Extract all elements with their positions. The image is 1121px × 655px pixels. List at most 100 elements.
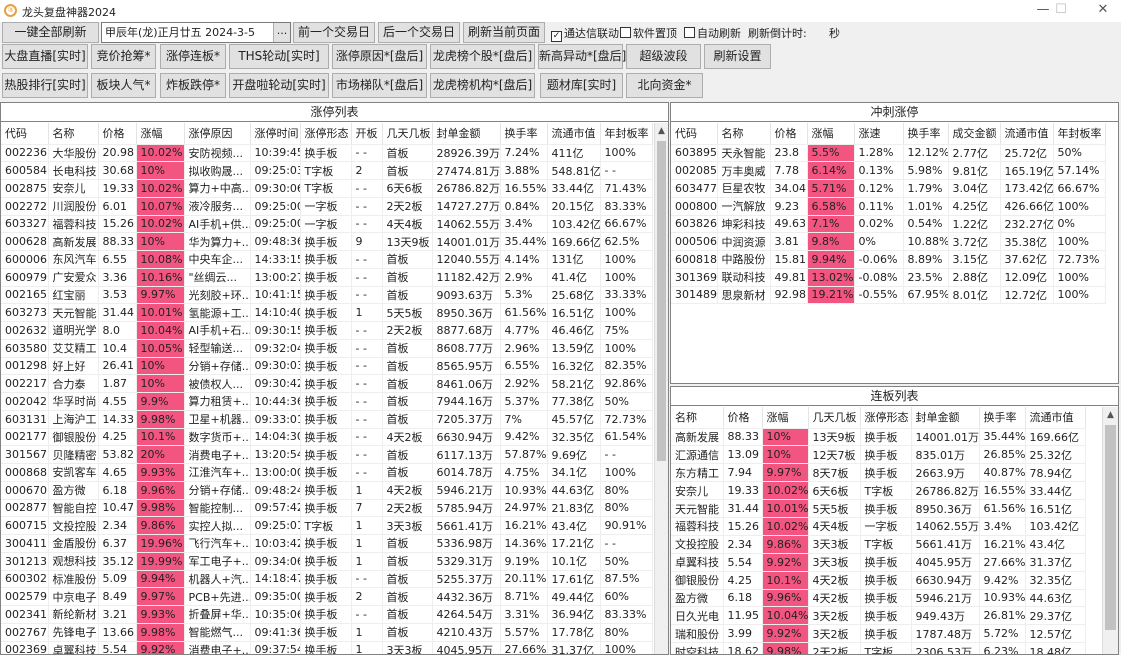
column-header[interactable]: 封单金额 (432, 123, 501, 145)
table-row[interactable]: 002341 新纶新材 3.21 9.93% 折叠屏+华... 10:35:06 换手板 - … (1, 605, 653, 624)
table-row[interactable]: 002632 道明光学 8.0 10.04% AI手机+石... 09:30:15 换手板 -… (1, 321, 653, 340)
nav-button-row2-0[interactable]: 大盘直播[实时] (2, 44, 88, 69)
column-header[interactable]: 价格 (98, 123, 137, 145)
column-header[interactable]: 名称 (671, 407, 724, 429)
table-row[interactable]: 600584 长电科技 30.68 10% 拟收购晟... 09:25:03 T字板 2 首板 2… (1, 161, 653, 180)
table-row[interactable]: 时空科技 18.62 9.98% 2天2板 T字板 2306.53万 6.23% 18.48亿 (671, 642, 1086, 654)
table-row[interactable]: 002579 中京电子 8.49 9.97% PCB+先进... 09:35:00 换手板 2… (1, 587, 653, 606)
scroll-up-icon[interactable]: ▲ (658, 126, 665, 136)
checkbox-auto-refresh[interactable]: 自动刷新 (684, 25, 741, 41)
nav-button-row2-3[interactable]: THS轮动[实时] (229, 44, 329, 69)
table-row[interactable]: 002877 智能自控 10.47 9.98% 智能控制... 09:57:42 换手板 7 2… (1, 499, 653, 518)
table-row[interactable]: 瑞和股份 3.99 9.92% 3天2板 换手板 1787.48万 5.72% 12.57亿 (671, 624, 1086, 644)
nav-button-row3-5[interactable]: 龙虎榜机构*[盘后] (430, 73, 535, 98)
column-header[interactable]: 价格 (770, 123, 808, 145)
scrollbar[interactable]: ▲ (654, 123, 668, 654)
minimize-icon[interactable]: — (1036, 2, 1050, 17)
column-header[interactable]: 涨幅 (807, 123, 855, 145)
table-row[interactable]: 卓翼科技 5.54 9.92% 3天3板 换手板 4045.95万 27.66% 31.37亿 (671, 553, 1086, 572)
column-header[interactable]: 成交金额 (948, 123, 1001, 145)
nav-button-row2-4[interactable]: 涨停原因*[盘后] (332, 44, 427, 69)
table-row[interactable]: 600979 广安爱众 3.36 10.16% "丝绸云... 13:00:27 换手板 - … (1, 268, 653, 287)
column-header[interactable]: 代码 (1, 123, 49, 145)
table-row[interactable]: 高新发展 88.33 10% 13天9板 换手板 14001.01万 35.44% 169.6… (671, 428, 1086, 447)
table-row[interactable]: 盈方微 6.18 9.96% 4天2板 换手板 5946.21万 10.93% 44.63亿 (671, 589, 1086, 608)
table-row[interactable]: 600302 标准股份 5.09 9.94% 机器人+汽... 14:18:47 换手板 - … (1, 570, 653, 589)
column-header[interactable]: 代码 (671, 123, 718, 145)
next-trading-day-button[interactable]: 后一个交易日 (378, 22, 460, 43)
column-header[interactable]: 涨停原因 (184, 123, 251, 145)
nav-button-row3-2[interactable]: 炸板跌停* (160, 73, 226, 98)
table-row[interactable]: 002217 合力泰 1.87 10% 被债权人... 09:30:42 换手板 - - 首板 8… (1, 374, 653, 393)
table-row[interactable]: 天元智能 31.44 10.01% 5天5板 换手板 8950.36万 61.56% 16.5… (671, 499, 1086, 518)
table-row[interactable]: 301213 观想科技 35.12 19.99% 军工电子+... 09:34:06 换手板… (1, 552, 653, 571)
table-row[interactable]: 安奈儿 19.33 10.02% 6天6板 T字板 26786.82万 16.55% 33.4… (671, 481, 1086, 501)
table-row[interactable]: 000628 高新发展 88.33 10% 华为算力+... 09:48:36 换手板 9 13… (1, 232, 653, 251)
column-header[interactable]: 涨速 (854, 123, 904, 145)
table-row[interactable]: 603131 上海沪工 14.33 9.98% 卫星+机器... 09:33:01 换手板 -… (1, 410, 653, 429)
table-row[interactable]: 301567 贝隆精密 53.82 20% 消费电子+... 13:20:54 换手板 - -… (1, 445, 653, 464)
table-row[interactable]: 000506 中润资源 3.81 9.8% 0% 10.88% 3.72亿 35.38亿 100… (671, 232, 1106, 251)
table-row[interactable]: 002042 华孚时尚 4.55 9.9% 算力租赁+... 10:44:36 换手板 - -… (1, 392, 653, 411)
column-header[interactable]: 流通市值 (547, 123, 601, 145)
column-header[interactable]: 名称 (717, 123, 771, 145)
table-row[interactable]: 001298 好上好 26.41 10% 分销+存储... 09:30:03 换手板 - -首… (1, 357, 653, 376)
table-row[interactable]: 603477 巨星农牧 34.04 5.71% 0.12% 1.79% 3.04亿 173.4… (671, 179, 1106, 198)
nav-button-row2-1[interactable]: 竞价抢筹* (91, 44, 156, 69)
table-row[interactable]: 002085 万丰奥威 7.78 6.14% 0.13% 5.98% 9.81亿 165.19… (671, 161, 1106, 180)
column-header[interactable]: 几天几板 (808, 407, 861, 429)
table-row[interactable]: 603580 艾艾精工 10.4 10.05% 轻型输送... 09:32:04 换手板 - … (1, 339, 653, 358)
table-row[interactable]: 603895 天永智能 23.8 5.5% 1.28% 12.12% 2.77亿 25.72亿… (671, 144, 1106, 163)
column-header[interactable]: 换手率 (500, 123, 548, 145)
nav-button-row2-6[interactable]: 新高异动*[盘后] (538, 44, 626, 69)
column-header[interactable]: 涨停形态 (300, 123, 352, 145)
maximize-icon[interactable]: ☐ (1055, 2, 1067, 17)
table-row[interactable]: 300411 金盾股份 6.37 19.96% 飞行汽车+... 10:03:42 换手板 1… (1, 534, 653, 553)
prev-trading-day-button[interactable]: 前一个交易日 (293, 22, 375, 43)
column-header[interactable]: 年封板率 (1053, 123, 1106, 145)
table-row[interactable]: 御银股份 4.25 10.1% 4天2板 换手板 6630.94万 9.42% 32.35亿 (671, 571, 1086, 590)
column-header[interactable]: 涨幅 (136, 123, 185, 145)
nav-button-row2-7[interactable]: 超级波段 (626, 44, 701, 69)
table-row[interactable]: 日久光电 11.95 10.04% 3天2板 换手板 949.43万 26.81% 29.37… (671, 606, 1086, 626)
checkbox-tdx-link[interactable]: ✓ 通达信联动 (551, 25, 619, 42)
table-row[interactable]: 东方精工 7.94 9.97% 8天7板 换手板 2663.9万 40.87% 78.94亿 (671, 463, 1086, 483)
table-row[interactable]: 000670 盈方微 6.18 9.96% 分销+存储... 09:48:24 换手板 1 4天… (1, 481, 653, 500)
checkbox-icon[interactable] (620, 27, 631, 38)
refresh-page-button[interactable]: 刷新当前页面 (463, 22, 545, 43)
nav-button-row2-2[interactable]: 涨停连板* (160, 44, 226, 69)
nav-button-row3-7[interactable]: 北向资金* (626, 73, 703, 98)
column-header[interactable]: 名称 (48, 123, 99, 145)
column-header[interactable]: 涨停时间 (250, 123, 301, 145)
column-header[interactable]: 换手率 (903, 123, 949, 145)
close-icon[interactable]: ✕ (1097, 2, 1109, 17)
table-row[interactable]: 002767 先锋电子 13.66 9.98% 智能燃气... 09:41:36 换手板 1 首… (1, 623, 653, 642)
date-picker-button[interactable]: ... (273, 23, 290, 42)
column-header[interactable]: 年封板率 (600, 123, 653, 145)
table-row[interactable]: 603826 坤彩科技 49.63 7.1% 0.02% 0.54% 1.22亿 232.27… (671, 215, 1106, 234)
refresh-all-button[interactable]: 一键全部刷新 (2, 22, 99, 43)
table-row[interactable]: 汇源通信 13.09 10% 12天7板 换手板 835.01万 26.85% 25.32亿 (671, 445, 1086, 465)
table-row[interactable]: 福蓉科技 15.26 10.02% 4天4板 一字板 14062.55万 3.4% 103.4… (671, 517, 1086, 536)
column-header[interactable]: 开板 (351, 123, 383, 145)
table-row[interactable]: 600818 中路股份 15.81 9.94% -0.06% 8.89% 3.15亿 37.6… (671, 250, 1106, 269)
nav-button-row3-1[interactable]: 板块人气* (91, 73, 156, 98)
checkbox-always-on-top[interactable]: 软件置顶 (620, 25, 677, 41)
table-row[interactable]: 301489 思泉新材 92.98 19.21% -0.55% 67.95% 8.01亿 12… (671, 286, 1106, 305)
scrollbar[interactable]: ▲ (1102, 407, 1118, 654)
table-row[interactable]: 002236 大华股份 20.98 10.02% 安防视频... 10:39:45 换手板 -… (1, 144, 653, 163)
table-row[interactable]: 600715 文投控股 2.34 9.86% 实控人拟... 09:25:01 T字板 1 3天… (1, 516, 653, 535)
nav-button-row3-0[interactable]: 热股排行[实时] (2, 73, 88, 98)
scroll-up-icon[interactable]: ▲ (1107, 410, 1114, 420)
table-row[interactable]: 002165 红宝丽 3.53 9.97% 光刻胶+环... 10:41:15 换手板 - -… (1, 286, 653, 305)
nav-button-row3-6[interactable]: 题材库[实时] (540, 73, 623, 98)
column-header[interactable]: 流通市值 (1025, 407, 1086, 429)
table-row[interactable]: 600006 东风汽车 6.55 10.08% 中央车企... 14:33:15 换手板 - … (1, 250, 653, 269)
table-row[interactable]: 301369 联动科技 49.81 13.02% -0.08% 23.5% 2.88亿 12.… (671, 268, 1106, 287)
nav-button-row3-4[interactable]: 市场梯队*[盘后] (332, 73, 427, 98)
table-row[interactable]: 002369 卓翼科技 5.54 9.92% 消费电子+... 09:37:54 换手板 1 3… (1, 641, 653, 654)
table-row[interactable]: 000800 一汽解放 9.23 6.58% 0.11% 1.01% 4.25亿 426.66… (671, 197, 1106, 216)
table-row[interactable]: 000868 安凯客车 4.65 9.93% 江淮汽车+... 13:00:00 换手板 - … (1, 463, 653, 482)
column-header[interactable]: 几天几板 (382, 123, 433, 145)
table-row[interactable]: 文投控股 2.34 9.86% 3天3板 T字板 5661.41万 16.21% 43.4亿 (671, 535, 1086, 554)
